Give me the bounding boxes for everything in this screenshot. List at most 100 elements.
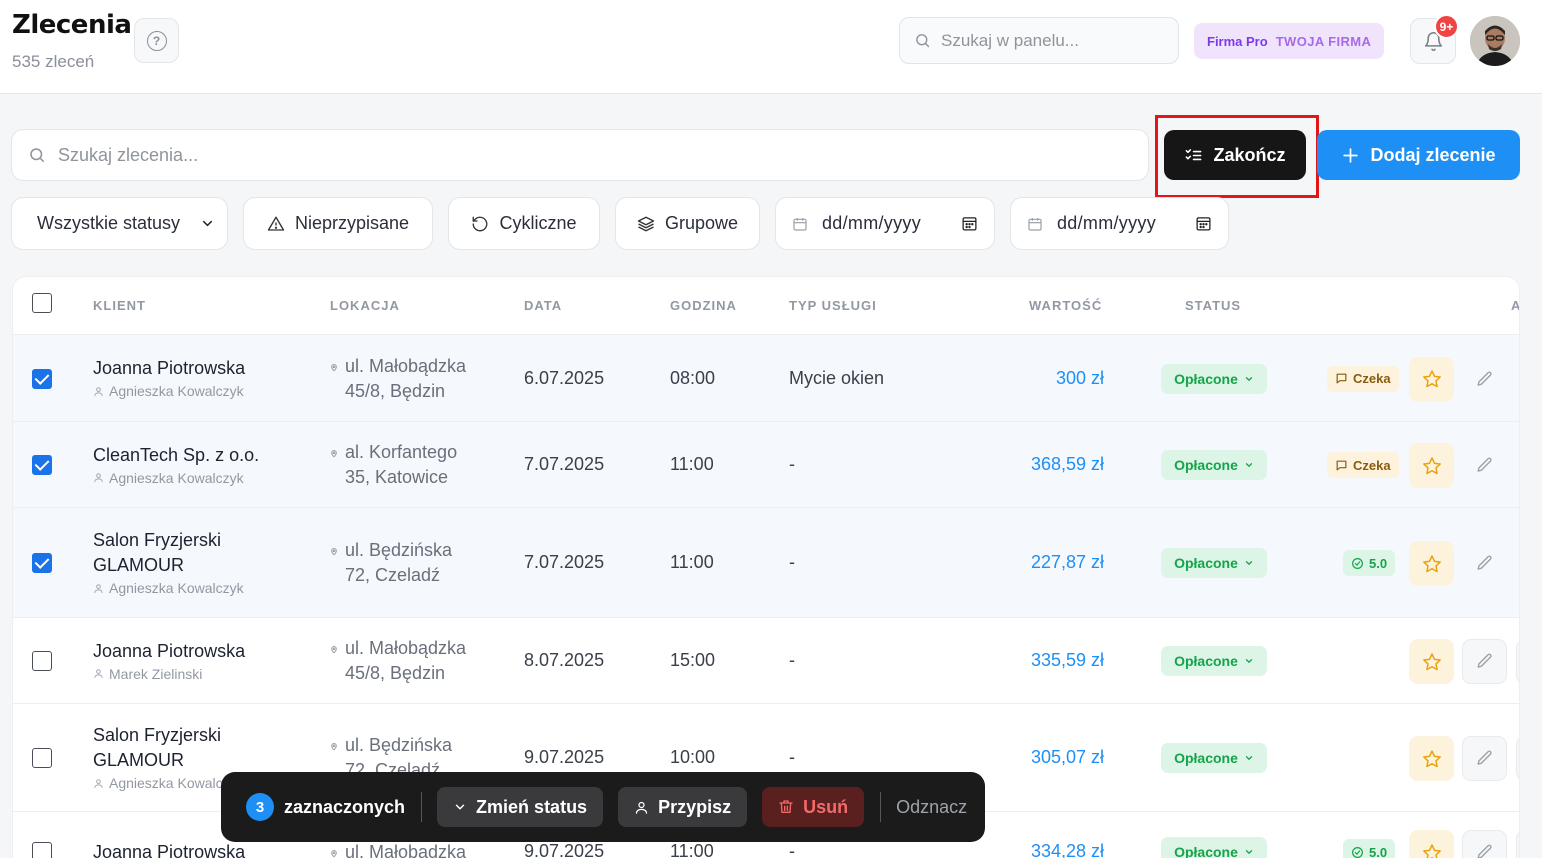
chevron-down-icon	[1245, 756, 1253, 760]
row-checkbox[interactable]	[32, 748, 52, 768]
waiting-badge[interactable]: Czeka	[1327, 365, 1399, 392]
value-cell: 300 zł	[1055, 367, 1104, 388]
waiting-badge[interactable]: Czeka	[1327, 452, 1399, 478]
selected-count-badge: 3	[246, 793, 274, 821]
client-name[interactable]: GLAMOUR	[93, 750, 185, 770]
panel-search-input[interactable]	[941, 30, 1161, 51]
column-header-service-type[interactable]: TYP USŁUGI	[789, 298, 877, 313]
plan-badge[interactable]: Firma Pro TWOJA FIRMA	[1194, 23, 1385, 59]
status-dropdown[interactable]: Opłacone	[1161, 646, 1267, 676]
unassigned-filter[interactable]: Nieprzypisane	[243, 197, 433, 250]
pencil-icon	[1477, 555, 1492, 570]
assignee: Agnieszka Kowalczyk	[93, 580, 313, 596]
date-from-placeholder: dd/mm/yyyy	[822, 213, 922, 233]
favorite-button[interactable]	[1409, 356, 1454, 402]
assign-button[interactable]: Przypisz	[618, 787, 748, 827]
client-name[interactable]: CleanTech Sp. z o.o.	[93, 444, 260, 465]
warning-icon	[267, 216, 285, 231]
row-checkbox[interactable]	[32, 455, 52, 475]
select-all-checkbox[interactable]	[32, 293, 52, 313]
status-dropdown[interactable]: Opłacone	[1161, 743, 1267, 773]
column-header-client[interactable]: KLIENT	[93, 298, 146, 313]
orders-search[interactable]	[11, 129, 1149, 181]
edit-button[interactable]	[1462, 639, 1507, 684]
status-dropdown[interactable]: Opłacone	[1161, 450, 1267, 480]
rating-badge[interactable]: 5.0	[1343, 550, 1396, 576]
location-line: 45/8, Będzin	[345, 380, 446, 401]
more-actions-button[interactable]	[1516, 736, 1519, 781]
table-row[interactable]: Salon Fryzjerski GLAMOUR Agnieszka Kowalcz…	[13, 508, 1519, 618]
rating-value: 5.0	[1369, 555, 1388, 571]
status-dropdown[interactable]: Opłacone	[1161, 363, 1267, 394]
location-line: ul. Będzińska	[345, 735, 453, 755]
status-dropdown[interactable]: Opłacone	[1161, 837, 1267, 858]
add-order-button[interactable]: Dodaj zlecenie	[1317, 130, 1520, 180]
rating-badge[interactable]: 5.0	[1343, 839, 1396, 858]
bell-icon	[1424, 31, 1442, 51]
chevron-down-icon	[1245, 561, 1253, 565]
edit-button[interactable]	[1462, 541, 1507, 586]
client-name[interactable]: Salon Fryzjerski	[93, 530, 222, 550]
delete-button[interactable]: Usuń	[762, 787, 865, 827]
chevron-down-icon	[1245, 850, 1253, 854]
panel-search[interactable]	[899, 17, 1179, 64]
client-name[interactable]: Salon Fryzjerski	[93, 725, 222, 745]
column-header-value[interactable]: WARTOŚĆ	[1029, 298, 1103, 313]
date-picker-icon[interactable]	[961, 215, 978, 232]
column-header-status[interactable]: STATUS	[1185, 298, 1242, 313]
user-avatar[interactable]	[1470, 16, 1520, 66]
edit-button[interactable]	[1462, 736, 1507, 781]
table-row[interactable]: CleanTech Sp. z o.o. Agnieszka Kowalczyk a…	[13, 422, 1519, 508]
column-header-location[interactable]: LOKACJA	[330, 298, 400, 313]
location-cell: ul. Małobądzka 45/8, Będzin	[330, 354, 466, 404]
column-header-time[interactable]: GODZINA	[670, 298, 737, 313]
table-row[interactable]: Salon Fryzjerski GLAMOUR Agnieszka Kowalcz…	[13, 704, 1519, 812]
table-row[interactable]: Joanna Piotrowska ul. Małobądzka 9.07.2025…	[13, 812, 1519, 858]
edit-button[interactable]	[1462, 830, 1507, 858]
help-button[interactable]: ?	[134, 18, 179, 63]
finish-button[interactable]: Zakończ	[1164, 130, 1306, 180]
table-header: KLIENT LOKACJA DATA GODZINA TYP USŁUGI W…	[13, 277, 1519, 335]
unassigned-filter-label: Nieprzypisane	[294, 213, 410, 233]
status-filter-select[interactable]: Wszystkie statusy	[11, 197, 228, 250]
row-checkbox[interactable]	[32, 368, 52, 389]
date-to-placeholder: dd/mm/yyyy	[1057, 213, 1157, 233]
row-checkbox[interactable]	[32, 651, 52, 671]
time-cell: 15:00	[670, 650, 716, 670]
value-cell: 368,59 zł	[1030, 454, 1104, 474]
row-checkbox[interactable]	[32, 842, 52, 858]
table-row[interactable]: Joanna Piotrowska Agnieszka Kowalczyk ul. …	[13, 335, 1519, 422]
date-picker-icon[interactable]	[1195, 215, 1212, 232]
group-filter[interactable]: Grupowe	[615, 197, 760, 250]
chevron-down-icon	[202, 220, 213, 227]
client-name[interactable]: Joanna Piotrowska	[93, 358, 246, 378]
status-label: Opłacone	[1174, 370, 1238, 387]
time-cell: 11:00	[670, 552, 714, 572]
more-actions-button[interactable]	[1516, 639, 1519, 684]
client-name[interactable]: GLAMOUR	[93, 555, 185, 575]
deselect-link[interactable]: Odznacz	[896, 796, 968, 817]
cyclic-filter[interactable]: Cykliczne	[448, 197, 600, 250]
favorite-button[interactable]	[1409, 541, 1454, 586]
edit-button[interactable]	[1462, 443, 1507, 488]
change-status-button[interactable]: Zmień status	[437, 787, 604, 827]
edit-button[interactable]	[1462, 357, 1507, 402]
status-dropdown[interactable]: Opłacone	[1161, 548, 1267, 578]
column-header-date[interactable]: DATA	[524, 298, 563, 313]
client-name[interactable]: Joanna Piotrowska	[93, 640, 246, 661]
more-actions-button[interactable]	[1516, 830, 1519, 858]
favorite-button[interactable]	[1409, 736, 1454, 781]
favorite-button[interactable]	[1409, 639, 1454, 684]
service-type-cell: Mycie okien	[789, 367, 885, 388]
table-row[interactable]: Joanna Piotrowska Marek Zielinski ul. Mało…	[13, 618, 1519, 704]
date-from-input[interactable]: dd/mm/yyyy	[775, 197, 995, 250]
date-to-input[interactable]: dd/mm/yyyy	[1010, 197, 1229, 250]
row-checkbox[interactable]	[32, 553, 52, 573]
favorite-button[interactable]	[1409, 830, 1454, 858]
client-name[interactable]: Joanna Piotrowska	[93, 841, 246, 858]
calendar-icon	[1028, 217, 1042, 231]
user-icon	[94, 778, 103, 788]
favorite-button[interactable]	[1409, 443, 1454, 488]
date-cell: 7.07.2025	[524, 552, 605, 572]
orders-search-input[interactable]	[58, 144, 1058, 166]
